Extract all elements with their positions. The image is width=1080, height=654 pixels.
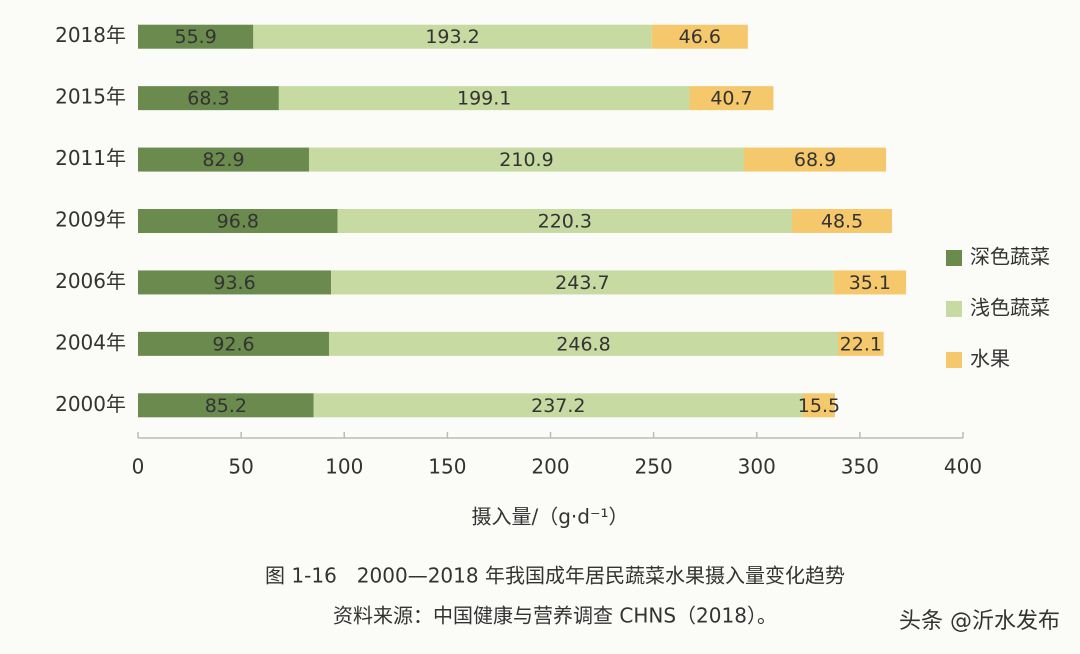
y-tick-label: 2015年 [55,85,126,109]
data-label: 40.7 [710,88,752,110]
y-tick-label: 2004年 [55,330,126,354]
bar-segment [138,209,338,233]
bar-segment [313,393,803,418]
data-label: 93.6 [213,272,255,294]
data-label: 68.3 [187,88,229,110]
data-label: 22.1 [840,333,882,355]
caption: 图 1-16 2000—2018 年我国成年居民蔬菜水果摄入量变化趋势 [265,564,845,588]
data-label: 55.9 [174,26,216,48]
bar-segment [689,86,774,111]
data-label: 15.5 [798,395,840,417]
bar-segment [138,331,329,356]
bar-segment [138,147,309,172]
x-tick-label: 350 [841,455,879,479]
data-label: 85.2 [205,395,247,417]
data-label: 243.7 [555,272,609,294]
bar-segment [328,331,839,356]
bar-segment [838,331,884,356]
bar-segment [331,270,834,295]
y-tick-label: 2009年 [55,208,126,232]
x-axis-label: 摄入量/（g·d⁻¹） [471,505,628,529]
bar-segment [743,147,887,172]
y-tick-label: 2006年 [55,269,126,293]
data-label: 220.3 [538,211,592,233]
data-label: 82.9 [202,149,244,171]
bar-segment [308,147,744,172]
bar-segment [138,86,279,111]
x-tick-label: 200 [531,455,569,479]
legend-label: 水果 [970,347,1010,371]
legend-label: 浅色蔬菜 [970,296,1050,320]
bar-segment [138,393,314,418]
x-tick-label: 250 [635,455,673,479]
legend-swatch [946,301,962,317]
data-label: 237.2 [531,395,585,417]
bar-segment [138,270,332,295]
data-label: 46.6 [679,26,721,48]
bar-segment [253,24,652,49]
x-tick-label: 100 [325,455,363,479]
x-tick-label: 150 [428,455,466,479]
bar-segment [278,86,690,111]
data-label: 199.1 [457,88,511,110]
source-note: 资料来源：中国健康与营养调查 CHNS（2018）。 [333,604,777,628]
data-label: 193.2 [425,26,479,48]
x-tick-label: 300 [738,455,776,479]
bar-segment [651,24,748,49]
x-tick-label: 0 [132,455,145,479]
data-label: 92.6 [212,333,254,355]
data-label: 68.9 [794,149,836,171]
y-tick-label: 2018年 [55,23,126,47]
y-tick-label: 2000年 [55,392,126,416]
bar-segment [833,270,907,295]
data-label: 35.1 [849,272,891,294]
bar-segment [802,393,835,418]
y-tick-label: 2011年 [55,146,126,170]
legend-swatch [946,352,962,368]
bar-segment [792,209,893,233]
x-tick-label: 50 [228,455,253,479]
legend-label: 深色蔬菜 [970,245,1050,269]
watermark: 头条 @沂水发布 [899,609,1060,634]
data-label: 246.8 [556,333,610,355]
data-label: 48.5 [821,211,863,233]
x-tick-label: 400 [944,455,982,479]
bar-segment [138,24,254,49]
bar-segment [337,209,793,233]
data-label: 210.9 [499,149,553,171]
legend-swatch [946,250,962,266]
data-label: 96.8 [217,211,259,233]
